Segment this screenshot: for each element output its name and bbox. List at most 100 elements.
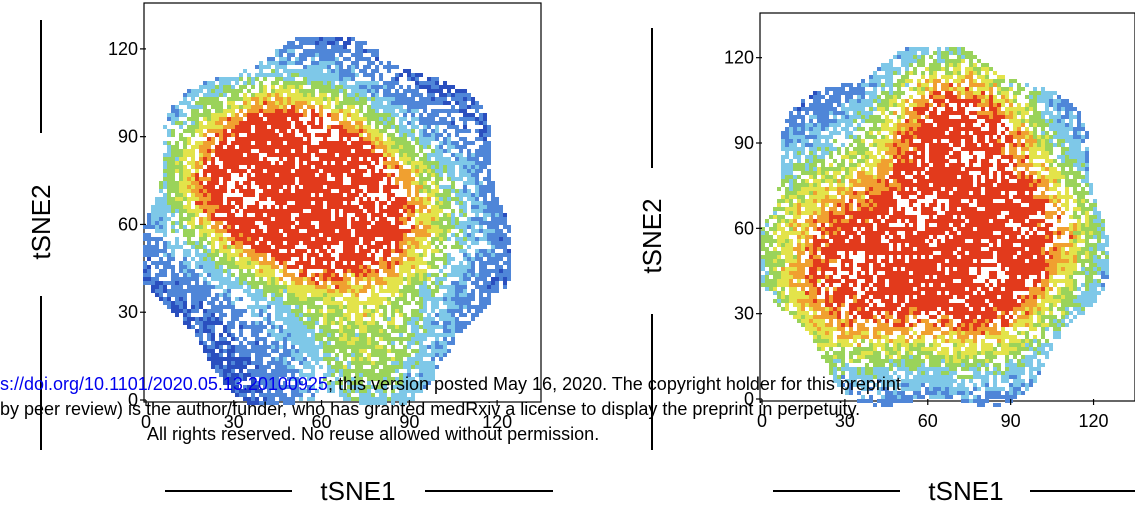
heat-cell xyxy=(411,321,415,325)
heat-cell xyxy=(283,105,287,109)
heat-cell xyxy=(395,305,399,309)
heat-cell xyxy=(371,253,375,257)
heat-cell xyxy=(307,157,311,161)
heat-cell xyxy=(431,93,435,97)
heat-cell xyxy=(243,309,247,313)
heat-cell xyxy=(259,329,263,333)
heat-cell xyxy=(423,205,427,209)
heat-cell xyxy=(327,85,331,89)
heat-cell xyxy=(367,197,371,201)
heat-cell xyxy=(339,229,343,233)
heat-cell xyxy=(219,309,223,313)
heat-cell xyxy=(223,141,227,145)
heat-cell xyxy=(227,221,231,225)
heat-cell xyxy=(395,225,399,229)
heat-cell xyxy=(159,221,163,225)
heat-cell xyxy=(219,245,223,249)
heat-cell xyxy=(207,193,211,197)
heat-cell xyxy=(215,297,219,301)
heat-cell xyxy=(303,357,307,361)
heat-cell xyxy=(307,277,311,281)
heat-cell xyxy=(399,389,403,393)
heat-cell xyxy=(387,165,391,169)
heat-cell xyxy=(431,189,435,193)
heat-cell xyxy=(479,293,483,297)
heat-cell xyxy=(359,145,363,149)
heat-cell xyxy=(475,209,479,213)
heat-cell xyxy=(407,213,411,217)
heat-cell xyxy=(299,181,303,185)
heat-cell xyxy=(391,185,395,189)
heat-cell xyxy=(283,77,287,81)
heat-cell xyxy=(271,205,275,209)
heat-cell xyxy=(379,369,383,373)
heat-cell xyxy=(215,209,219,213)
heat-cell xyxy=(423,233,427,237)
heat-cell xyxy=(439,97,443,101)
heat-cell xyxy=(499,221,503,225)
heat-cell xyxy=(283,61,287,65)
heat-cell xyxy=(319,293,323,297)
heat-cell xyxy=(459,241,463,245)
heat-cell xyxy=(387,381,391,385)
heat-cell xyxy=(427,325,431,329)
heat-cell xyxy=(403,161,407,165)
heat-cell xyxy=(279,329,283,333)
heat-cell xyxy=(363,177,367,181)
heat-cell xyxy=(307,205,311,209)
heat-cell xyxy=(239,369,243,373)
heat-cell xyxy=(331,277,335,281)
heat-cell xyxy=(335,365,339,369)
heat-cell xyxy=(359,69,363,73)
heat-cell xyxy=(247,153,251,157)
heat-cell xyxy=(435,257,439,261)
heat-cell xyxy=(283,57,287,61)
heat-cell xyxy=(375,105,379,109)
heat-cell xyxy=(303,41,307,45)
heat-cell xyxy=(239,217,243,221)
heat-cell xyxy=(331,309,335,313)
heat-cell xyxy=(423,301,427,305)
heat-cell xyxy=(415,245,419,249)
heat-cell xyxy=(363,249,367,253)
heat-cell xyxy=(295,173,299,177)
heat-cell xyxy=(351,361,355,365)
heat-cell xyxy=(443,297,447,301)
heat-cell xyxy=(167,241,171,245)
heat-cell xyxy=(255,133,259,137)
heat-cell xyxy=(147,249,151,253)
heat-cell xyxy=(315,145,319,149)
heat-cell xyxy=(207,153,211,157)
heat-cell xyxy=(259,61,263,65)
heat-cell xyxy=(167,149,171,153)
heat-cell xyxy=(339,221,343,225)
heat-cell xyxy=(327,189,331,193)
heat-cell xyxy=(439,161,443,165)
heat-cell xyxy=(451,97,455,101)
heat-cell xyxy=(291,93,295,97)
heat-cell xyxy=(259,197,263,201)
heat-cell xyxy=(379,145,383,149)
heat-cell xyxy=(431,137,435,141)
heat-cell xyxy=(455,329,459,333)
heat-cell xyxy=(259,141,263,145)
heat-cell xyxy=(399,153,403,157)
heat-cell xyxy=(223,365,227,369)
heat-cell xyxy=(251,325,255,329)
heat-cell xyxy=(247,325,251,329)
heat-cell xyxy=(287,257,291,261)
heat-cell xyxy=(431,345,435,349)
heat-cell xyxy=(255,253,259,257)
heat-cell xyxy=(379,77,383,81)
heat-cell xyxy=(331,345,335,349)
heat-cell xyxy=(351,181,355,185)
heat-cell xyxy=(423,297,427,301)
heat-cell xyxy=(211,169,215,173)
heat-cell xyxy=(259,361,263,365)
heat-cell xyxy=(423,181,427,185)
heat-cell xyxy=(403,149,407,153)
heat-cell xyxy=(427,245,431,249)
heat-cell xyxy=(423,197,427,201)
heat-cell xyxy=(183,313,187,317)
heat-cell xyxy=(363,277,367,281)
